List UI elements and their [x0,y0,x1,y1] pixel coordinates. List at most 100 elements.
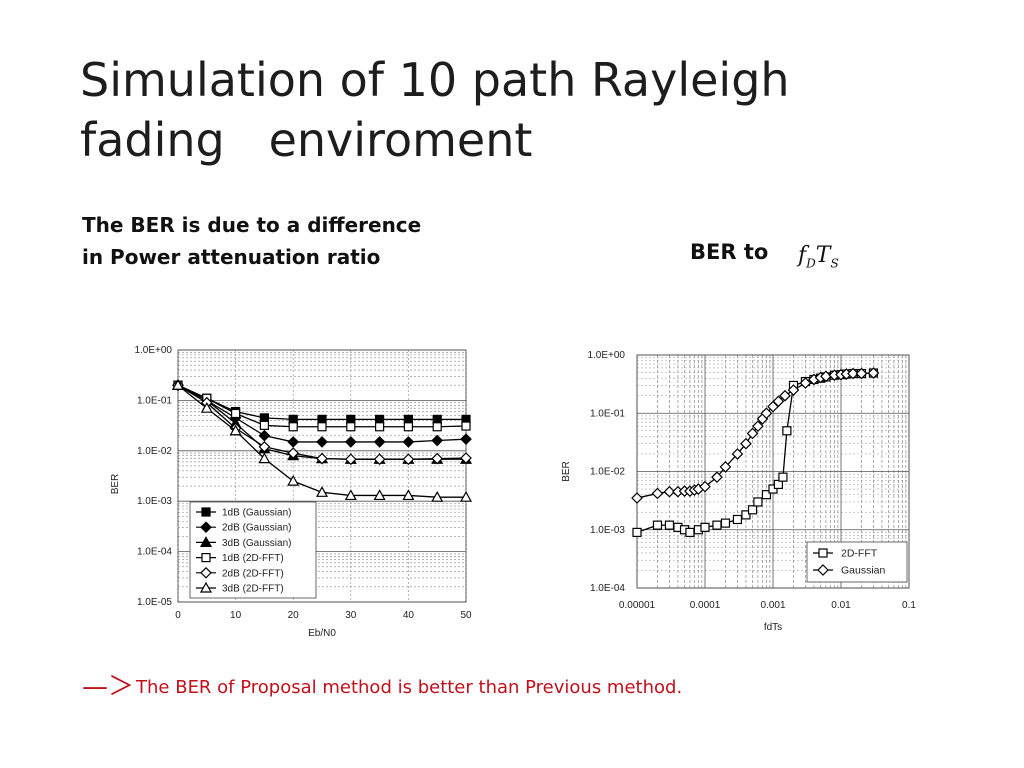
data-point [288,422,298,432]
y-tick-label: 1.0E-04 [590,583,625,594]
data-point [171,378,185,390]
conclusion-text: The BER of Proposal method is better tha… [136,677,683,698]
data-point [787,384,800,396]
data-point [287,447,300,459]
legend-entry: Gaussian [841,565,886,577]
y-axis-label: BER [561,461,572,482]
legend-sample-marker [201,553,211,563]
data-point [761,490,772,500]
data-point [778,472,788,482]
data-point [344,453,357,466]
data-point [344,436,357,448]
data-point [685,527,695,538]
math-t: T [815,243,831,268]
data-point [229,424,242,436]
x-tick-label: 0.1 [902,600,916,611]
data-point [753,497,763,507]
data-point [779,389,791,402]
data-point [663,485,676,498]
y-tick-label: 1.0E-01 [590,408,625,419]
data-point [258,452,271,464]
data-point [747,505,758,515]
arrow-glyph: —＞ [82,672,135,702]
legend-entry: 1dB (2D-FFT) [222,553,284,564]
data-point [315,486,329,497]
subtitle: The BER is due to a difference in Power … [82,209,502,273]
data-point [711,471,723,483]
data-point [259,420,269,430]
data-point [200,401,213,413]
y-axis-label: BER [110,474,121,495]
legend-entry: 3dB (Gaussian) [222,538,291,549]
data-point [231,408,241,419]
x-tick-label: 0.01 [831,600,851,611]
x-tick-label: 0.00001 [619,600,656,611]
subtitle-line-1: The BER is due to a difference [82,213,422,237]
data-point [431,434,444,447]
data-point [316,436,328,448]
data-point [431,452,444,465]
y-tick-label: 1.0E-03 [137,496,172,507]
x-tick-label: 0.001 [760,600,785,611]
title-line-2: fading enviroment [80,113,533,167]
data-point [712,520,722,530]
data-point [760,407,773,420]
data-point [731,448,744,460]
y-tick-label: 1.0E-04 [137,547,172,558]
ber-vs-ebn0-chart: 1.0E+00 1.0E-01 1.0E-02 1.0E-03 1.0E-04 1.0E-… [110,345,473,639]
data-point [346,422,356,432]
data-point [631,492,643,504]
data-point [855,367,868,380]
x-tick-label: 50 [460,610,472,621]
x-tick-label: 10 [230,610,242,621]
data-point [287,474,300,486]
data-point [664,520,675,530]
data-point [373,453,386,466]
ber-to-label: BER to [690,240,769,264]
x-tick-label: 0 [175,610,181,621]
x-axis-label: Eb/N0 [308,628,336,639]
legend-box [189,501,317,599]
legend-sample-marker [201,507,211,517]
data-point [741,510,751,520]
legend-sample-marker [200,521,212,534]
title-line-1: Simulation of 10 path Rayleigh [80,53,790,107]
data-point [373,436,386,448]
y-tick-label: 1.0E-01 [137,395,172,406]
data-point [344,489,357,501]
math-f: f [798,243,807,268]
data-point [403,422,413,432]
data-point [258,440,271,453]
data-point [700,522,710,532]
data-point [752,420,764,433]
data-point [287,436,300,448]
data-point [720,518,731,528]
x-tick-label: 0.0001 [690,600,721,611]
x-tick-label: 20 [288,610,300,621]
x-axis-label: fdTs [764,622,782,633]
math-s: S [830,256,839,271]
data-point [316,452,328,465]
subtitle-line-2: in Power attenuation ratio [82,245,381,269]
data-point [732,514,743,525]
y-tick-label: 1.0E+00 [134,345,172,356]
data-point [402,489,415,501]
data-point [431,490,444,502]
data-point [719,461,732,473]
legend-entry: 3dB (2D-FFT) [222,584,284,595]
math-d: D [806,256,816,271]
ber-vs-fdts-chart: 1.0E+00 1.0E-01 1.0E-02 1.0E-03 1.0E-04 0.000… [561,350,916,633]
legend-entry: 1dB (Gaussian) [222,508,291,519]
data-point [432,422,442,432]
y-tick-label: 1.0E-02 [590,467,625,478]
data-point [375,422,385,432]
x-tick-label: 40 [403,610,415,621]
legend-sample-marker [199,581,213,593]
data-point [460,433,472,446]
conclusion: —＞ The BER of Proposal method is better t… [82,666,682,703]
data-point [740,437,752,450]
data-point [652,520,663,530]
legend-sample-marker [199,536,213,547]
data-point [799,377,812,389]
x-tick-label: 30 [345,610,357,621]
